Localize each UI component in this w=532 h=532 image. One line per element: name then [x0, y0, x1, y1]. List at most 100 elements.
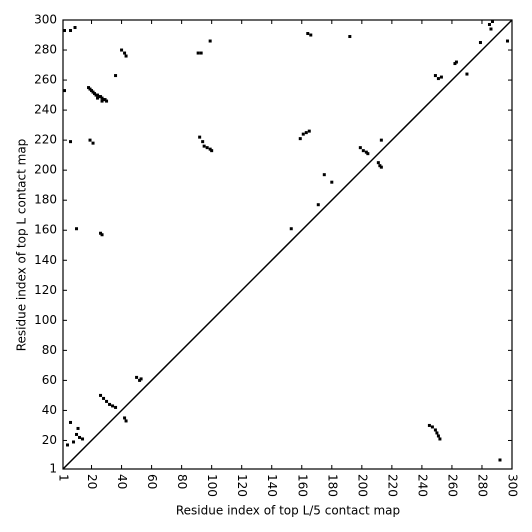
contact-point: [139, 377, 143, 381]
contact-point: [453, 62, 457, 66]
contact-point: [87, 86, 91, 90]
y-tick-label: 40: [42, 403, 57, 417]
contact-point: [88, 87, 92, 91]
contact-point: [91, 141, 95, 145]
plot-frame: [62, 19, 513, 470]
contact-point: [99, 393, 103, 397]
contact-point: [498, 458, 502, 462]
contact-point: [435, 431, 439, 435]
contact-point: [103, 98, 107, 102]
y-tick-label: 260: [34, 73, 57, 87]
contact-point: [322, 173, 326, 177]
y-tick-label: 20: [42, 433, 57, 447]
contact-point: [135, 375, 139, 379]
y-tick-label: 160: [34, 223, 57, 237]
x-tick-label: 100: [205, 474, 219, 497]
y-tick-label: 180: [34, 193, 57, 207]
contact-point: [465, 72, 469, 76]
contact-point: [436, 434, 440, 438]
contact-point: [309, 33, 313, 37]
y-tick-label: 240: [34, 103, 57, 117]
contact-point: [78, 435, 82, 439]
contact-point: [199, 51, 203, 55]
x-tick-label: 180: [325, 474, 339, 497]
contact-point: [307, 129, 311, 133]
y-tick-label: 60: [42, 373, 57, 387]
x-tick-label: 240: [415, 474, 429, 497]
y-tick-label: 1: [49, 462, 57, 476]
y-tick-label: 300: [34, 13, 57, 27]
contact-point: [198, 135, 202, 139]
contact-point: [364, 150, 368, 154]
contact-point: [66, 443, 70, 447]
contact-point: [120, 48, 124, 52]
contact-point: [304, 131, 308, 135]
contact-point: [438, 437, 442, 441]
x-tick-label: 280: [475, 474, 489, 497]
contact-point: [75, 432, 79, 436]
x-tick-label: 200: [355, 474, 369, 497]
contact-point: [316, 203, 320, 207]
diagonal-line: [62, 19, 513, 470]
x-tick-label: 1: [57, 474, 71, 482]
contact-point: [376, 161, 380, 165]
x-axis-label: Residue index of top L/5 contact map: [176, 504, 400, 518]
contact-point: [76, 426, 80, 430]
contact-point: [105, 99, 109, 103]
contact-point: [427, 423, 431, 427]
y-tick-label: 200: [34, 163, 57, 177]
contact-point: [91, 90, 95, 94]
y-tick-label: 100: [34, 313, 57, 327]
contact-point: [123, 416, 127, 420]
contact-point: [63, 89, 67, 93]
contact-point: [124, 54, 128, 58]
y-tick-label: 140: [34, 253, 57, 267]
contact-point: [430, 425, 434, 429]
contact-point: [96, 93, 100, 97]
x-tick-label: 120: [235, 474, 249, 497]
contact-point: [96, 96, 100, 100]
contact-point: [366, 152, 370, 156]
x-tick-label: 40: [115, 474, 129, 489]
contact-point: [99, 231, 103, 235]
contact-point: [75, 227, 79, 231]
contact-point: [138, 378, 142, 382]
contact-point: [90, 89, 94, 93]
contact-point: [201, 140, 205, 144]
contact-point: [210, 149, 214, 153]
contact-point: [433, 428, 437, 432]
y-tick-label: 120: [34, 283, 57, 297]
contact-point: [330, 180, 334, 184]
contact-point: [208, 39, 212, 43]
contact-point: [123, 51, 127, 55]
contact-point: [100, 233, 104, 237]
contact-point: [69, 420, 73, 424]
contact-point: [439, 75, 443, 79]
contact-point: [105, 399, 109, 403]
contact-point: [202, 144, 206, 148]
contact-point: [487, 23, 491, 27]
contact-point: [124, 419, 128, 423]
contact-point: [102, 98, 106, 102]
contact-point: [379, 138, 383, 142]
contact-point: [94, 93, 98, 97]
contact-point: [63, 29, 67, 33]
contact-point: [73, 26, 77, 30]
contact-point: [348, 35, 352, 39]
contact-point: [361, 149, 365, 153]
contact-point: [301, 132, 305, 136]
contact-point: [289, 227, 293, 231]
contact-point: [196, 51, 200, 55]
contact-point: [114, 405, 118, 409]
contact-point: [490, 20, 494, 24]
contact-point: [478, 41, 482, 45]
contact-point: [306, 32, 310, 36]
contact-point: [208, 147, 212, 151]
contact-point: [454, 60, 458, 64]
y-tick-label: 220: [34, 133, 57, 147]
contact-point: [108, 402, 112, 406]
contact-point: [102, 396, 106, 400]
contact-point: [379, 165, 383, 169]
